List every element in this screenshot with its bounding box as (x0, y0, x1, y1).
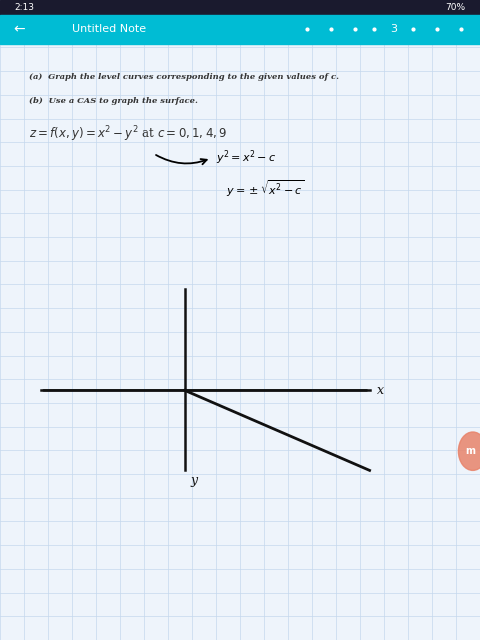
Text: x: x (377, 384, 384, 397)
Bar (0, 15, 480, 44)
Text: $y^2 = x^2 - c$: $y^2 = x^2 - c$ (216, 148, 276, 168)
Text: $y = \pm\sqrt{x^2 - c}$: $y = \pm\sqrt{x^2 - c}$ (226, 179, 304, 199)
Text: ←: ← (13, 22, 25, 36)
Text: 2:13: 2:13 (14, 3, 35, 12)
Text: y: y (191, 474, 198, 486)
Text: 3: 3 (390, 24, 397, 35)
Text: $z = f(x, y) = x^2 - y^2$ at $c = 0, 1, 4, 9$: $z = f(x, y) = x^2 - y^2$ at $c = 0, 1, … (29, 125, 227, 144)
Text: (a)  Graph the level curves corresponding to the given values of c.: (a) Graph the level curves corresponding… (29, 73, 339, 81)
Text: Untitled Note: Untitled Note (72, 24, 146, 35)
Bar (0, 0, 480, 15)
Text: (b)  Use a CAS to graph the surface.: (b) Use a CAS to graph the surface. (29, 97, 198, 105)
Text: 70%: 70% (445, 3, 466, 12)
Circle shape (458, 432, 480, 470)
Text: m: m (466, 446, 475, 456)
